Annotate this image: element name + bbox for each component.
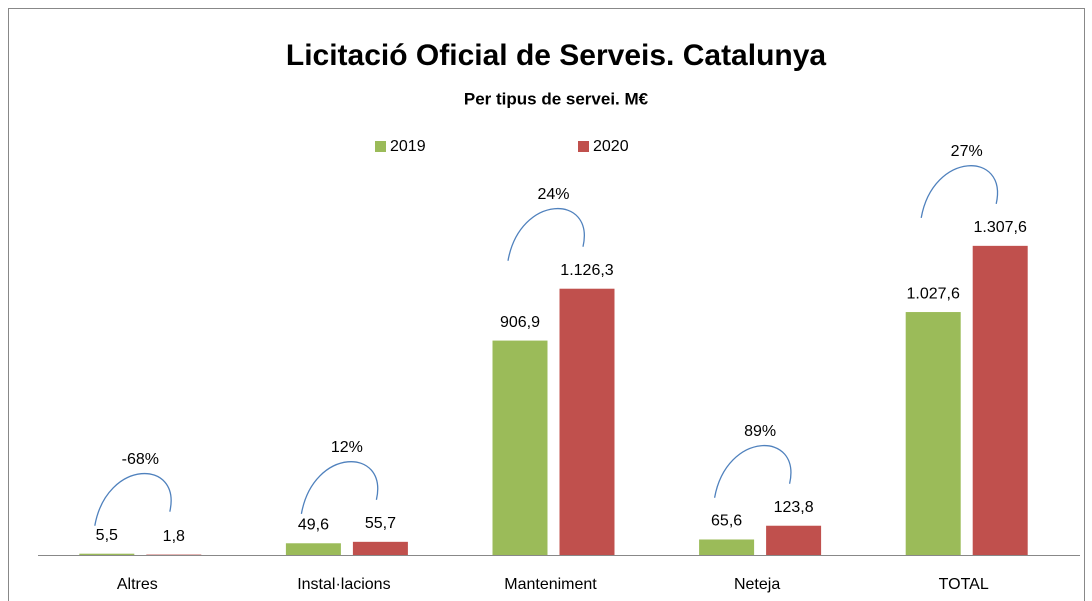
- change-label: 27%: [951, 143, 983, 160]
- value-label: 906,9: [500, 314, 540, 331]
- change-arc: [507, 207, 585, 261]
- value-label: 5,5: [96, 527, 118, 544]
- bar: [905, 312, 961, 555]
- x-tick-label: Altres: [117, 576, 158, 593]
- change-arc: [94, 472, 172, 526]
- change-label: 12%: [331, 439, 363, 456]
- x-tick-label: TOTAL: [939, 576, 989, 593]
- change-label: 24%: [537, 186, 569, 203]
- value-label: 123,8: [774, 499, 814, 516]
- value-label: 55,7: [365, 515, 396, 532]
- x-tick-label: Instal·lacions: [297, 576, 390, 593]
- value-label: 1,8: [163, 528, 185, 545]
- bar: [559, 288, 615, 555]
- bar: [766, 525, 822, 555]
- change-arc: [300, 461, 379, 514]
- bar: [699, 539, 755, 555]
- bar: [285, 543, 341, 555]
- legend-swatch: [578, 141, 589, 152]
- value-label: 1.027,6: [907, 285, 960, 302]
- bar: [79, 553, 135, 555]
- change-label: -68%: [122, 451, 159, 468]
- bar: [492, 340, 548, 555]
- chart-frame: [8, 8, 1085, 601]
- x-tick-label: Manteniment: [504, 576, 597, 593]
- change-arc: [920, 165, 999, 218]
- change-label: 89%: [744, 423, 776, 440]
- legend-swatch: [375, 141, 386, 152]
- x-tick-label: Neteja: [734, 576, 780, 593]
- bar: [352, 541, 408, 555]
- chart-subtitle: Per tipus de servei. M€: [464, 89, 649, 108]
- legend-label: 2019: [390, 138, 426, 155]
- value-label: 1.307,6: [974, 219, 1027, 236]
- value-label: 65,6: [711, 513, 742, 530]
- bar: [972, 245, 1028, 555]
- value-label: 49,6: [298, 516, 329, 533]
- legend-label: 2020: [593, 138, 629, 155]
- chart-title: Licitació Oficial de Serveis. Catalunya: [286, 39, 827, 72]
- value-label: 1.126,3: [560, 262, 613, 279]
- change-arc: [713, 444, 792, 498]
